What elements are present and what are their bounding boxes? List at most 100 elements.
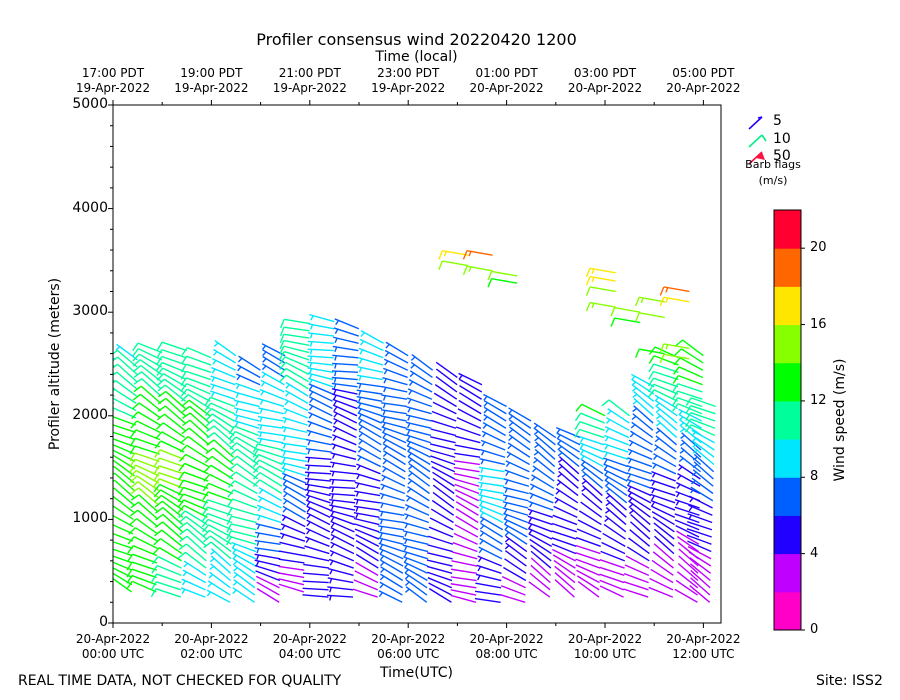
wind-barb-shaft <box>691 477 714 495</box>
wind-barb-full-barb <box>104 532 109 540</box>
wind-barb-shaft <box>650 479 676 489</box>
wind-barb-shaft <box>161 494 184 511</box>
barb-column-10 <box>327 318 360 601</box>
wind-barb-shaft <box>678 374 703 386</box>
wind-barb-full-barb <box>203 473 211 482</box>
wind-barb-shaft <box>629 529 651 547</box>
wind-barb <box>281 425 308 434</box>
wind-barb-shaft <box>234 399 260 408</box>
wind-barb <box>479 516 504 531</box>
wind-barb <box>129 469 160 484</box>
wind-barb-shaft <box>379 492 405 502</box>
wind-barb-shaft <box>687 540 712 553</box>
wind-barb-half-barb <box>504 479 509 485</box>
wind-barb <box>533 448 556 468</box>
wind-barb-half-barb <box>358 390 362 396</box>
wind-barb-shaft <box>450 594 477 603</box>
wind-barb-half-barb <box>308 422 312 428</box>
wind-barb-full-barb <box>252 465 261 474</box>
wind-barb-half-barb <box>380 568 385 574</box>
wind-barb-full-barb <box>182 405 191 413</box>
wind-barb <box>278 350 310 361</box>
wind-barb-half-barb <box>283 435 287 441</box>
wind-barb-half-barb <box>627 458 632 464</box>
wind-barb-half-barb <box>237 366 242 372</box>
wind-barb-half-barb <box>651 495 655 501</box>
wind-barb <box>579 435 605 446</box>
wind-barb <box>279 345 310 355</box>
wind-barb-shaft <box>474 590 501 596</box>
wind-barb <box>156 341 187 352</box>
wind-barb-shaft <box>603 469 628 482</box>
wind-barb-half-barb <box>653 446 659 451</box>
wind-barb-shaft <box>113 407 137 419</box>
wind-barb <box>280 523 306 535</box>
wind-barb-shaft <box>353 498 380 504</box>
wind-barb-full-barb <box>229 463 238 471</box>
x-tick-date: 20-Apr-2022 <box>371 632 446 646</box>
wind-barb-shaft <box>210 464 234 480</box>
wind-barb <box>229 463 259 480</box>
wind-barb <box>279 326 310 337</box>
wind-barb-half-barb <box>483 416 488 421</box>
wind-barb-shaft <box>132 553 158 564</box>
wind-barb-half-barb <box>232 560 238 566</box>
wind-barb <box>533 422 557 439</box>
wind-barb-half-barb <box>306 514 311 520</box>
wind-barb-full-barb <box>151 573 158 583</box>
wind-barb <box>232 587 255 603</box>
wind-barb-half-barb <box>528 529 533 535</box>
wind-barb-half-barb <box>507 444 512 450</box>
wind-barb <box>678 414 702 429</box>
wind-barb-full-barb <box>128 527 136 535</box>
wind-barb <box>651 510 675 526</box>
wind-barb <box>379 547 404 560</box>
wind-barb <box>82 526 111 534</box>
wind-barb <box>680 439 702 458</box>
wind-barb-shaft <box>259 465 283 480</box>
wind-barb-half-barb <box>211 377 216 383</box>
wind-barb-full-barb <box>205 447 214 455</box>
wind-barb-half-barb <box>410 364 415 369</box>
wind-barb <box>604 480 628 497</box>
wind-barb <box>132 342 163 354</box>
wind-barb <box>150 581 182 591</box>
wind-barb-shaft <box>405 572 428 589</box>
wind-barb-half-barb <box>629 509 634 515</box>
wind-barb <box>257 431 284 438</box>
wind-barb <box>505 460 530 473</box>
wind-barb-half-barb <box>182 571 187 577</box>
wind-barb <box>356 382 383 389</box>
wind-barb-shaft <box>505 460 530 473</box>
wind-barb-half-barb <box>478 548 483 554</box>
wind-barb-full-barb <box>113 356 119 362</box>
wind-barb <box>180 377 211 388</box>
wind-barb-shaft <box>116 349 138 368</box>
wind-barb <box>279 541 305 550</box>
wind-barb <box>407 462 431 480</box>
wind-barb-shaft <box>332 425 357 439</box>
wind-barb-shaft <box>453 466 480 473</box>
wind-barb <box>279 367 309 383</box>
wind-barb-half-barb <box>211 368 216 374</box>
wind-barb-shaft <box>408 379 433 393</box>
wind-barb-shaft <box>332 404 358 417</box>
wind-barb <box>281 434 308 441</box>
wind-barb-full-barb <box>155 513 164 521</box>
wind-barb <box>357 366 384 373</box>
wind-barb-half-barb <box>405 581 410 586</box>
wind-barb <box>503 518 528 531</box>
wind-barb <box>202 535 232 553</box>
wind-barb <box>182 419 210 439</box>
wind-barb-shaft <box>606 417 630 431</box>
wind-barb-half-barb <box>508 421 514 427</box>
wind-barb-full-barb <box>81 545 87 552</box>
wind-barb-shaft <box>680 348 704 364</box>
wind-barb-shaft <box>530 483 554 497</box>
wind-barb <box>428 526 454 538</box>
wind-barb-shaft <box>92 474 112 490</box>
y-tick-label: 0 <box>99 614 108 630</box>
wind-barb-shaft <box>381 394 408 400</box>
legend-full-barb <box>761 134 767 142</box>
wind-barb-full-barb <box>133 385 142 393</box>
